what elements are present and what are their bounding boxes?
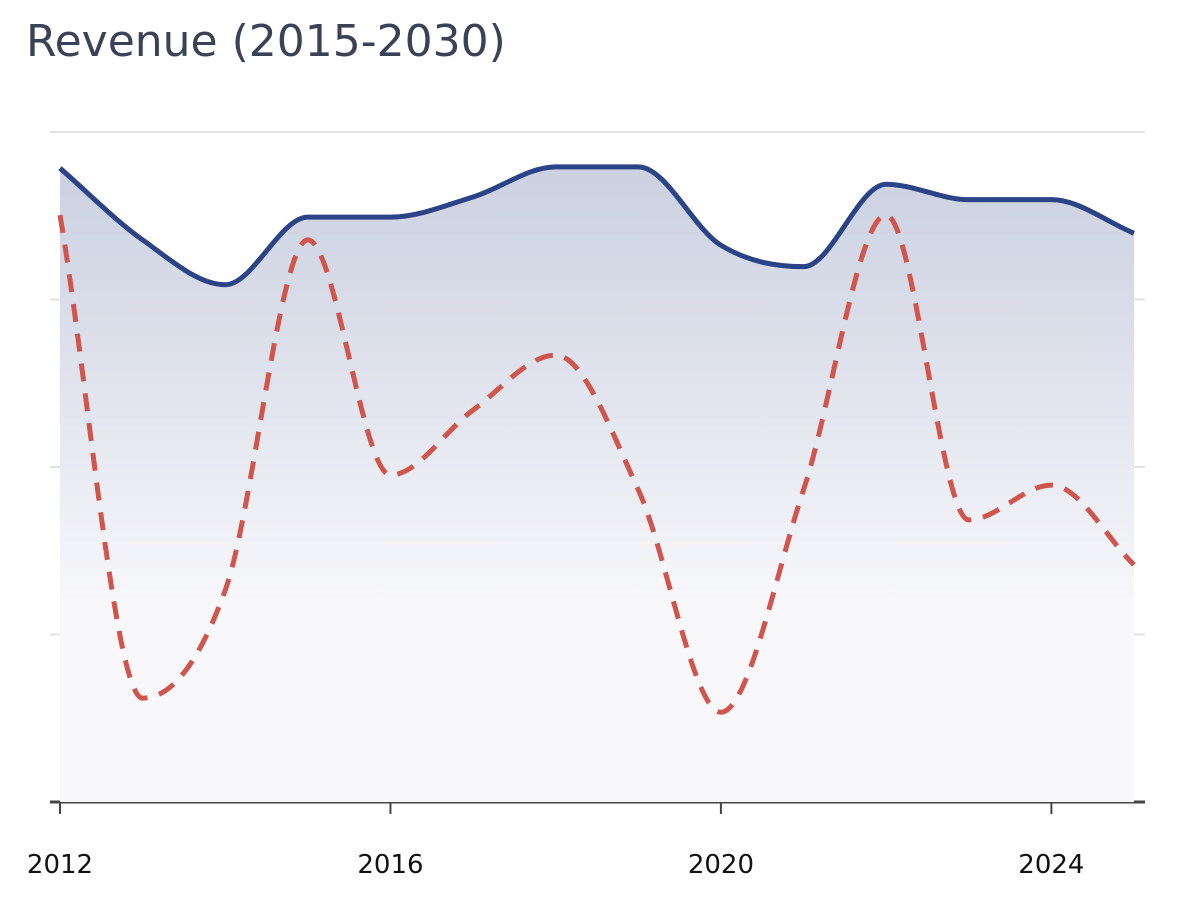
line <box>57 212 1136 715</box>
chart-title: Revenue (2015-2030) <box>26 16 506 67</box>
x-tick-label: 2020 <box>688 850 754 880</box>
line <box>58 164 1135 288</box>
x-tick-label: 2024 <box>1018 850 1084 880</box>
area <box>60 166 1134 803</box>
x-tick-label: 2012 <box>27 850 93 880</box>
x-tick-label: 2016 <box>357 850 423 880</box>
